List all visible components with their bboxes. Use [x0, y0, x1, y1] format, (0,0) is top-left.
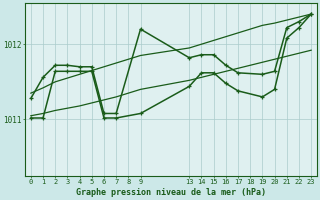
X-axis label: Graphe pression niveau de la mer (hPa): Graphe pression niveau de la mer (hPa) — [76, 188, 266, 197]
